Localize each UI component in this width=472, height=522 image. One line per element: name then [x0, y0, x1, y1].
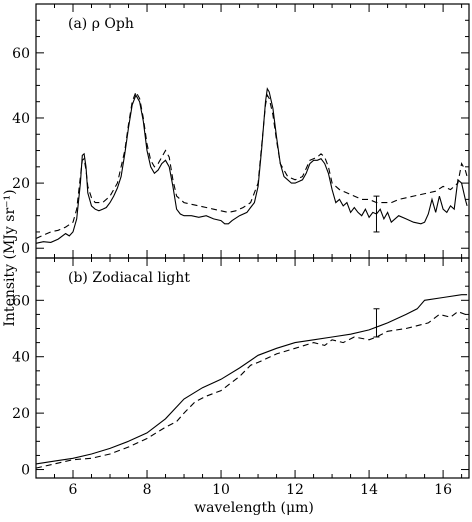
error-bar	[373, 195, 380, 233]
y-tick-label: 20	[12, 176, 30, 192]
series-line-solid	[35, 87, 468, 244]
y-tick-label: 0	[21, 463, 30, 479]
y-tick-label: 40	[12, 111, 30, 127]
y-tick-label: 20	[12, 406, 30, 422]
y-axis-title: Intensity (MJy sr⁻¹)	[2, 189, 18, 326]
x-tick-label: 12	[286, 482, 304, 498]
series-line-solid	[35, 294, 468, 465]
panel-label: (a) ρ Oph	[68, 16, 134, 32]
x-tick-label: 14	[360, 482, 378, 498]
error-bar	[373, 308, 380, 338]
x-tick-label: 10	[212, 482, 230, 498]
series-line-dashed	[35, 310, 468, 469]
panel-a: 0 20 40 60 (a) ρ Oph	[12, 3, 470, 259]
x-tick-label: 6	[69, 482, 78, 498]
x-axis-title: wavelength (μm)	[194, 500, 314, 516]
x-tick-label: 16	[434, 482, 452, 498]
y-tick-label: 40	[12, 350, 30, 366]
x-tick-label: 8	[143, 482, 152, 498]
series-line-dashed	[35, 90, 468, 240]
plot-frame	[35, 257, 470, 479]
panel-label: (b) Zodiacal light	[68, 270, 190, 286]
y-tick-label: 60	[12, 46, 30, 62]
panel-b: 6 8 10 12 14 16 0 20 40 60 (b) Zodiacal light	[12, 257, 470, 498]
y-tick-label: 60	[12, 293, 30, 309]
plot-frame	[35, 3, 470, 259]
y-tick-label: 0	[21, 241, 30, 257]
